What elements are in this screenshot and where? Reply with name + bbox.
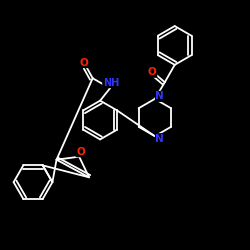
Text: NH: NH [103, 78, 119, 88]
Text: O: O [76, 147, 85, 157]
Text: N: N [156, 92, 164, 102]
Text: O: O [148, 67, 157, 77]
Text: O: O [80, 58, 88, 68]
Text: N: N [156, 134, 164, 144]
